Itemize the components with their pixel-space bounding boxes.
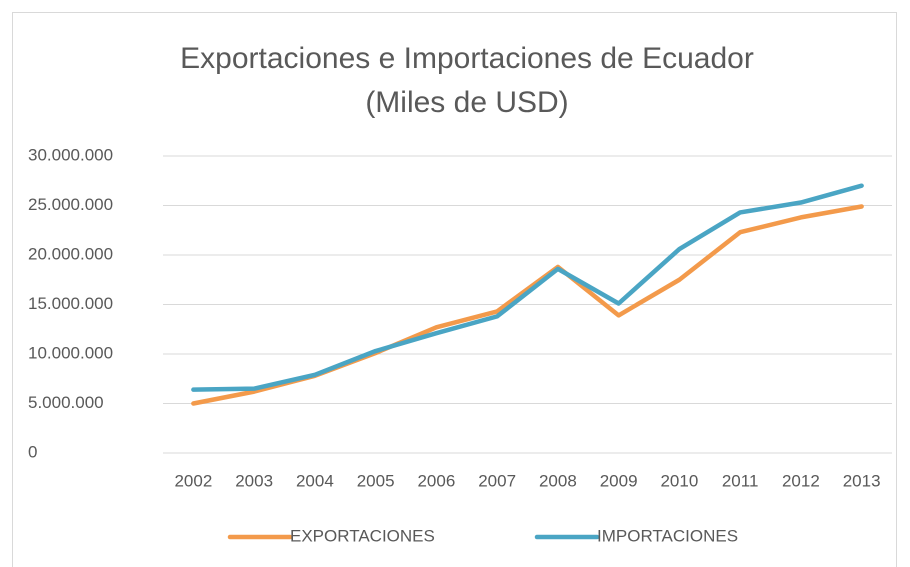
y-tick-label: 5.000.000 bbox=[28, 393, 104, 412]
legend-label: IMPORTACIONES bbox=[597, 526, 738, 545]
x-tick-label: 2006 bbox=[417, 471, 455, 490]
x-tick-label: 2007 bbox=[478, 471, 516, 490]
x-tick-label: 2010 bbox=[660, 471, 698, 490]
y-tick-label: 10.000.000 bbox=[28, 343, 113, 362]
chart-title: Exportaciones e Importaciones de Ecuador bbox=[180, 42, 754, 75]
chart-subtitle: (Miles de USD) bbox=[365, 86, 568, 119]
legend-label: EXPORTACIONES bbox=[290, 526, 435, 545]
x-tick-label: 2002 bbox=[174, 471, 212, 490]
chart-frame bbox=[12, 12, 897, 567]
data-line bbox=[191, 183, 864, 392]
x-tick-label: 2013 bbox=[843, 471, 881, 490]
y-tick-label: 30.000.000 bbox=[28, 145, 113, 164]
y-tick-label: 25.000.000 bbox=[28, 195, 113, 214]
y-tick-label: 20.000.000 bbox=[28, 244, 113, 263]
y-tick-label: 0 bbox=[28, 442, 37, 461]
x-tick-label: 2009 bbox=[600, 471, 638, 490]
y-tick-label: 15.000.000 bbox=[28, 294, 113, 313]
x-tick-label: 2003 bbox=[235, 471, 273, 490]
x-tick-label: 2011 bbox=[722, 471, 759, 490]
x-tick-label: 2004 bbox=[296, 471, 334, 490]
x-tick-label: 2012 bbox=[782, 471, 820, 490]
x-tick-label: 2005 bbox=[357, 471, 395, 490]
x-tick-label: 2008 bbox=[539, 471, 577, 490]
